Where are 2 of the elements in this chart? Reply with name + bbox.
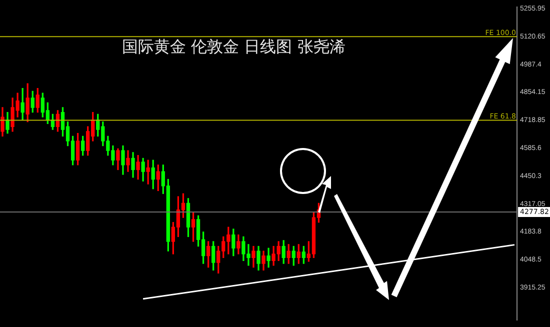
text: 国际黄金 伦敦金 日线图 张尧浠: [122, 37, 346, 58]
candlestick: [146, 160, 150, 184]
